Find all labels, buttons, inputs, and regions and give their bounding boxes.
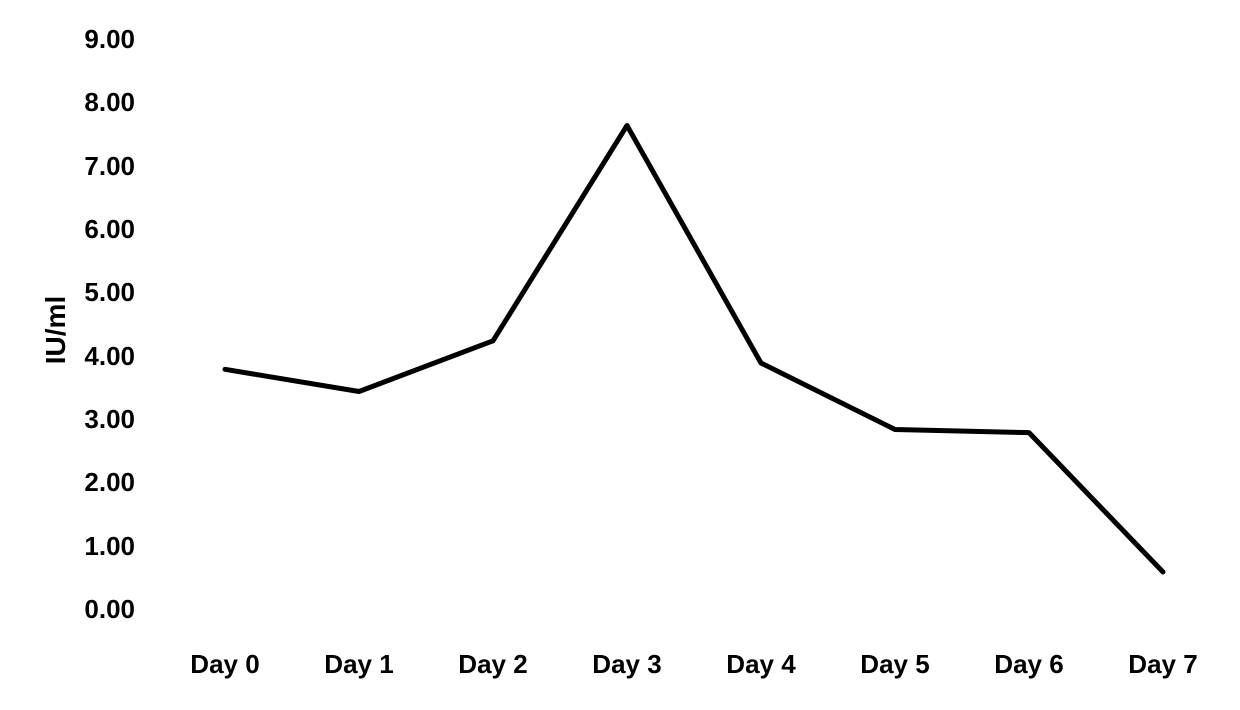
x-tick-label: Day 1	[324, 649, 393, 680]
y-tick-label: 0.00	[55, 594, 135, 625]
y-tick-label: 5.00	[55, 277, 135, 308]
y-tick-label: 1.00	[55, 531, 135, 562]
y-tick-label: 8.00	[55, 87, 135, 118]
y-tick-label: 4.00	[55, 341, 135, 372]
x-tick-label: Day 0	[190, 649, 259, 680]
x-tick-label: Day 4	[726, 649, 795, 680]
y-tick-label: 9.00	[55, 24, 135, 55]
y-tick-label: 3.00	[55, 404, 135, 435]
y-tick-label: 7.00	[55, 151, 135, 182]
x-tick-label: Day 5	[860, 649, 929, 680]
x-tick-label: Day 3	[592, 649, 661, 680]
x-tick-label: Day 7	[1128, 649, 1197, 680]
y-tick-label: 6.00	[55, 214, 135, 245]
x-tick-label: Day 2	[458, 649, 527, 680]
y-tick-label: 2.00	[55, 467, 135, 498]
line-chart: IU/ml 9.008.007.006.005.004.003.002.001.…	[40, 20, 1200, 690]
plot-area	[225, 40, 1165, 610]
x-tick-label: Day 6	[994, 649, 1063, 680]
line-series	[225, 40, 1165, 610]
